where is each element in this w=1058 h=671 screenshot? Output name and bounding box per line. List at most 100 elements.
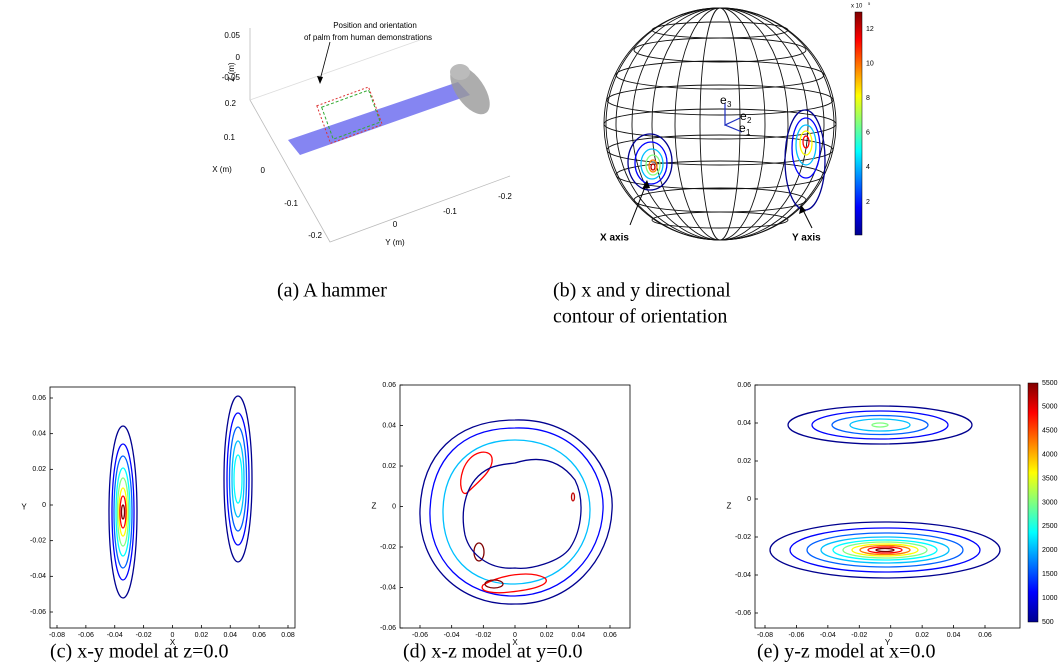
y-tick-label: -0.1 bbox=[443, 207, 457, 216]
y-tick-label: -0.02 bbox=[30, 538, 46, 545]
caption: (b) x and y directional bbox=[553, 280, 731, 302]
colorbar-tick-label: 2500 bbox=[1042, 523, 1058, 530]
y-tick-label: 0.06 bbox=[32, 395, 46, 402]
x-tick-label: 0.06 bbox=[252, 632, 266, 639]
y-tick-label: -0.04 bbox=[30, 573, 46, 580]
y-axis-label: Y (m) bbox=[385, 238, 405, 247]
panel-a-plot bbox=[250, 28, 510, 242]
y-tick-label: 0 bbox=[42, 502, 46, 509]
y-tick-label: -0.06 bbox=[380, 625, 396, 632]
y-tick-label: -0.2 bbox=[498, 192, 512, 201]
x-tick-label: -0.08 bbox=[49, 632, 65, 639]
caption: (d) x-z model at y=0.0 bbox=[403, 641, 583, 663]
frame-label-sub: 2 bbox=[747, 116, 752, 125]
caption: contour of orientation bbox=[553, 306, 727, 328]
colorbar-tick-label: 8 bbox=[866, 95, 870, 102]
colorbar-tick-label: 1500 bbox=[1042, 571, 1058, 578]
colorbar-tick-label: 4000 bbox=[1042, 452, 1058, 459]
x-tick-label: -0.04 bbox=[820, 632, 836, 639]
y-tick-label: -0.04 bbox=[735, 572, 751, 579]
colorbar-tick-label: 2000 bbox=[1042, 547, 1058, 554]
annotation: of palm from human demonstrations bbox=[304, 33, 432, 42]
x-tick-label: 0.06 bbox=[978, 632, 992, 639]
x-tick-label: 0.02 bbox=[915, 632, 929, 639]
y-tick-label: -0.06 bbox=[30, 609, 46, 616]
x-tick-label: 0.04 bbox=[572, 632, 586, 639]
y-tick-label: 0.04 bbox=[737, 420, 751, 427]
colorbar-tick-label: 4 bbox=[866, 164, 870, 171]
panel-e-contours bbox=[770, 383, 1038, 622]
x-tick-label: -0.06 bbox=[78, 632, 94, 639]
y-tick-label: -0.02 bbox=[735, 534, 751, 541]
x-tick-label: -0.08 bbox=[757, 632, 773, 639]
axis-label: Y axis bbox=[792, 233, 821, 244]
colorbar-scale-exp: 5 bbox=[868, 1, 871, 6]
y-tick-label: 0 bbox=[392, 503, 396, 510]
y-axis-label: Z bbox=[727, 502, 732, 511]
colorbar-tick-label: 1000 bbox=[1042, 595, 1058, 602]
colorbar-tick-label: 2 bbox=[866, 199, 870, 206]
y-tick-label: 0.04 bbox=[32, 431, 46, 438]
x-tick-label: -0.06 bbox=[412, 632, 428, 639]
x-tick-label: -0.02 bbox=[136, 632, 152, 639]
z-tick-label: 0 bbox=[236, 53, 241, 62]
frame-label: e bbox=[720, 93, 727, 107]
x-tick-label: 0.06 bbox=[603, 632, 617, 639]
colorbar-tick-label: 5000 bbox=[1042, 404, 1058, 411]
y-tick-label: -0.04 bbox=[380, 584, 396, 591]
y-tick-label: 0 bbox=[393, 220, 398, 229]
colorbar-tick-label: 10 bbox=[866, 60, 874, 67]
x-tick-label: 0.02 bbox=[540, 632, 554, 639]
x-axis-label: X (m) bbox=[212, 165, 232, 174]
y-axis-label: Z bbox=[372, 502, 377, 511]
caption: (c) x-y model at z=0.0 bbox=[50, 641, 228, 663]
x-tick-label: 0.08 bbox=[281, 632, 295, 639]
caption: (e) y-z model at x=0.0 bbox=[757, 641, 935, 663]
x-tick-label: 0 bbox=[261, 166, 266, 175]
colorbar-tick-label: 500 bbox=[1042, 619, 1054, 626]
y-tick-label: 0 bbox=[747, 496, 751, 503]
frame-label: e bbox=[739, 121, 746, 135]
y-tick-label: -0.06 bbox=[735, 610, 751, 617]
colorbar-tick-label: 6 bbox=[866, 130, 870, 137]
x-tick-label: 0.02 bbox=[195, 632, 209, 639]
panel-d-contours bbox=[420, 420, 612, 604]
figure: Position and orientation of palm from hum… bbox=[0, 0, 1058, 671]
frame-label-sub: 3 bbox=[727, 100, 732, 109]
y-tick-label: 0.02 bbox=[32, 466, 46, 473]
annotation: Position and orientation bbox=[333, 21, 417, 30]
x-tick-label: -0.1 bbox=[284, 199, 298, 208]
caption: (a) A hammer bbox=[277, 280, 387, 302]
panel-c-contours bbox=[109, 396, 252, 598]
y-axis-label: Y bbox=[21, 503, 27, 512]
axis-label: X axis bbox=[600, 233, 629, 244]
colorbar-tick-label: 4500 bbox=[1042, 428, 1058, 435]
x-tick-label: -0.02 bbox=[851, 632, 867, 639]
panel-c-axes bbox=[50, 387, 295, 628]
y-tick-label: 0.02 bbox=[737, 458, 751, 465]
panel-b-sphere bbox=[604, 8, 862, 240]
x-tick-label: -0.04 bbox=[444, 632, 460, 639]
frame-label-sub: 1 bbox=[746, 128, 751, 137]
colorbar-scale: x 10 bbox=[851, 4, 863, 10]
x-tick-label: -0.2 bbox=[308, 231, 322, 240]
x-tick-label: 0.04 bbox=[947, 632, 961, 639]
y-tick-label: -0.02 bbox=[380, 544, 396, 551]
x-tick-label: -0.04 bbox=[107, 632, 123, 639]
colorbar-tick-label: 3000 bbox=[1042, 499, 1058, 506]
z-tick-label: 0.05 bbox=[224, 31, 240, 40]
colorbar-tick-label: 3500 bbox=[1042, 475, 1058, 482]
x-tick-label: 0.04 bbox=[223, 632, 237, 639]
z-axis-label: Z (m) bbox=[227, 62, 236, 81]
colorbar-tick-label: 5500 bbox=[1042, 380, 1058, 387]
x-tick-label: 0.2 bbox=[225, 99, 237, 108]
x-tick-label: 0.1 bbox=[224, 133, 236, 142]
panel-e-axes bbox=[755, 385, 1020, 628]
x-tick-label: -0.06 bbox=[788, 632, 804, 639]
x-tick-label: -0.02 bbox=[475, 632, 491, 639]
y-tick-label: 0.06 bbox=[737, 382, 751, 389]
y-tick-label: 0.04 bbox=[382, 422, 396, 429]
y-tick-label: 0.02 bbox=[382, 463, 396, 470]
y-tick-label: 0.06 bbox=[382, 382, 396, 389]
colorbar-tick-label: 12 bbox=[866, 26, 874, 33]
